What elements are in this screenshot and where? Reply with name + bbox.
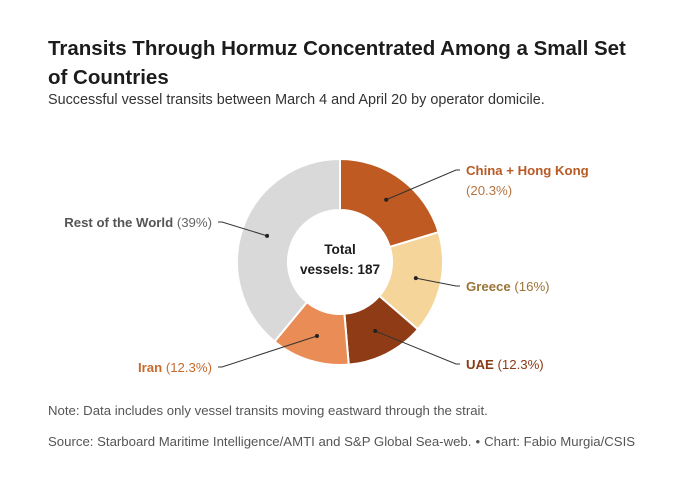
slice-rest-of-the-world [236, 157, 341, 343]
label-value-china-hong-kong: (20.3%) [466, 183, 512, 198]
label-rest-of-the-world: Rest of the World (39%) [64, 215, 212, 230]
leader-line-rest-of-the-world [218, 221, 268, 237]
leader-dot-greece [413, 276, 418, 281]
leader-dot-uae [373, 329, 378, 334]
center-label-line: Total [324, 242, 355, 257]
slice-china-hong-kong [339, 157, 440, 249]
leader-line-iran [218, 335, 318, 368]
label-value-rest-of-the-world: (39%) [173, 215, 212, 230]
chart-note: Note: Data includes only vessel transits… [48, 403, 488, 418]
leader-line-uae [375, 330, 460, 365]
label-value-iran: (12.3%) [162, 360, 212, 375]
donut-chart: China + Hong Kong (20.3%) Greece (16%) UAE … [64, 157, 589, 375]
label-iran: Iran (12.3%) [138, 360, 212, 375]
label-name-china-hong-kong: China + Hong Kong [466, 163, 589, 178]
leader-line-china-hong-kong [385, 169, 460, 201]
label-china-hong-kong: China + Hong Kong [466, 163, 589, 178]
label-name-rest-of-the-world: Rest of the World [64, 215, 173, 230]
leader-dot-china-hong-kong [384, 197, 389, 202]
leader-dot-rest-of-the-world [265, 233, 270, 238]
source-text: Source: Starboard Maritime Intelligence/… [48, 434, 472, 449]
source-bullet: • [475, 434, 481, 449]
leader-line-greece [415, 277, 460, 287]
label-greece: Greece (16%) [466, 279, 550, 294]
source-credit: Chart: Fabio Murgia/CSIS [484, 434, 636, 449]
label-uae: UAE (12.3%) [466, 357, 544, 372]
chart-subtitle: Successful vessel transits between March… [48, 92, 545, 108]
label-name-iran: Iran [138, 360, 162, 375]
chart-title: Transits Through Hormuz Concentrated Amo… [48, 37, 626, 89]
label-value-uae: (12.3%) [494, 357, 544, 372]
label-name-uae: UAE [466, 357, 494, 372]
leader-dot-iran [314, 333, 319, 338]
center-label-line: vessels: 187 [300, 262, 380, 277]
chart-source: Source: Starboard Maritime Intelligence/… [48, 431, 648, 452]
label-name-greece: Greece [466, 279, 511, 294]
label-value-greece: (16%) [511, 279, 550, 294]
